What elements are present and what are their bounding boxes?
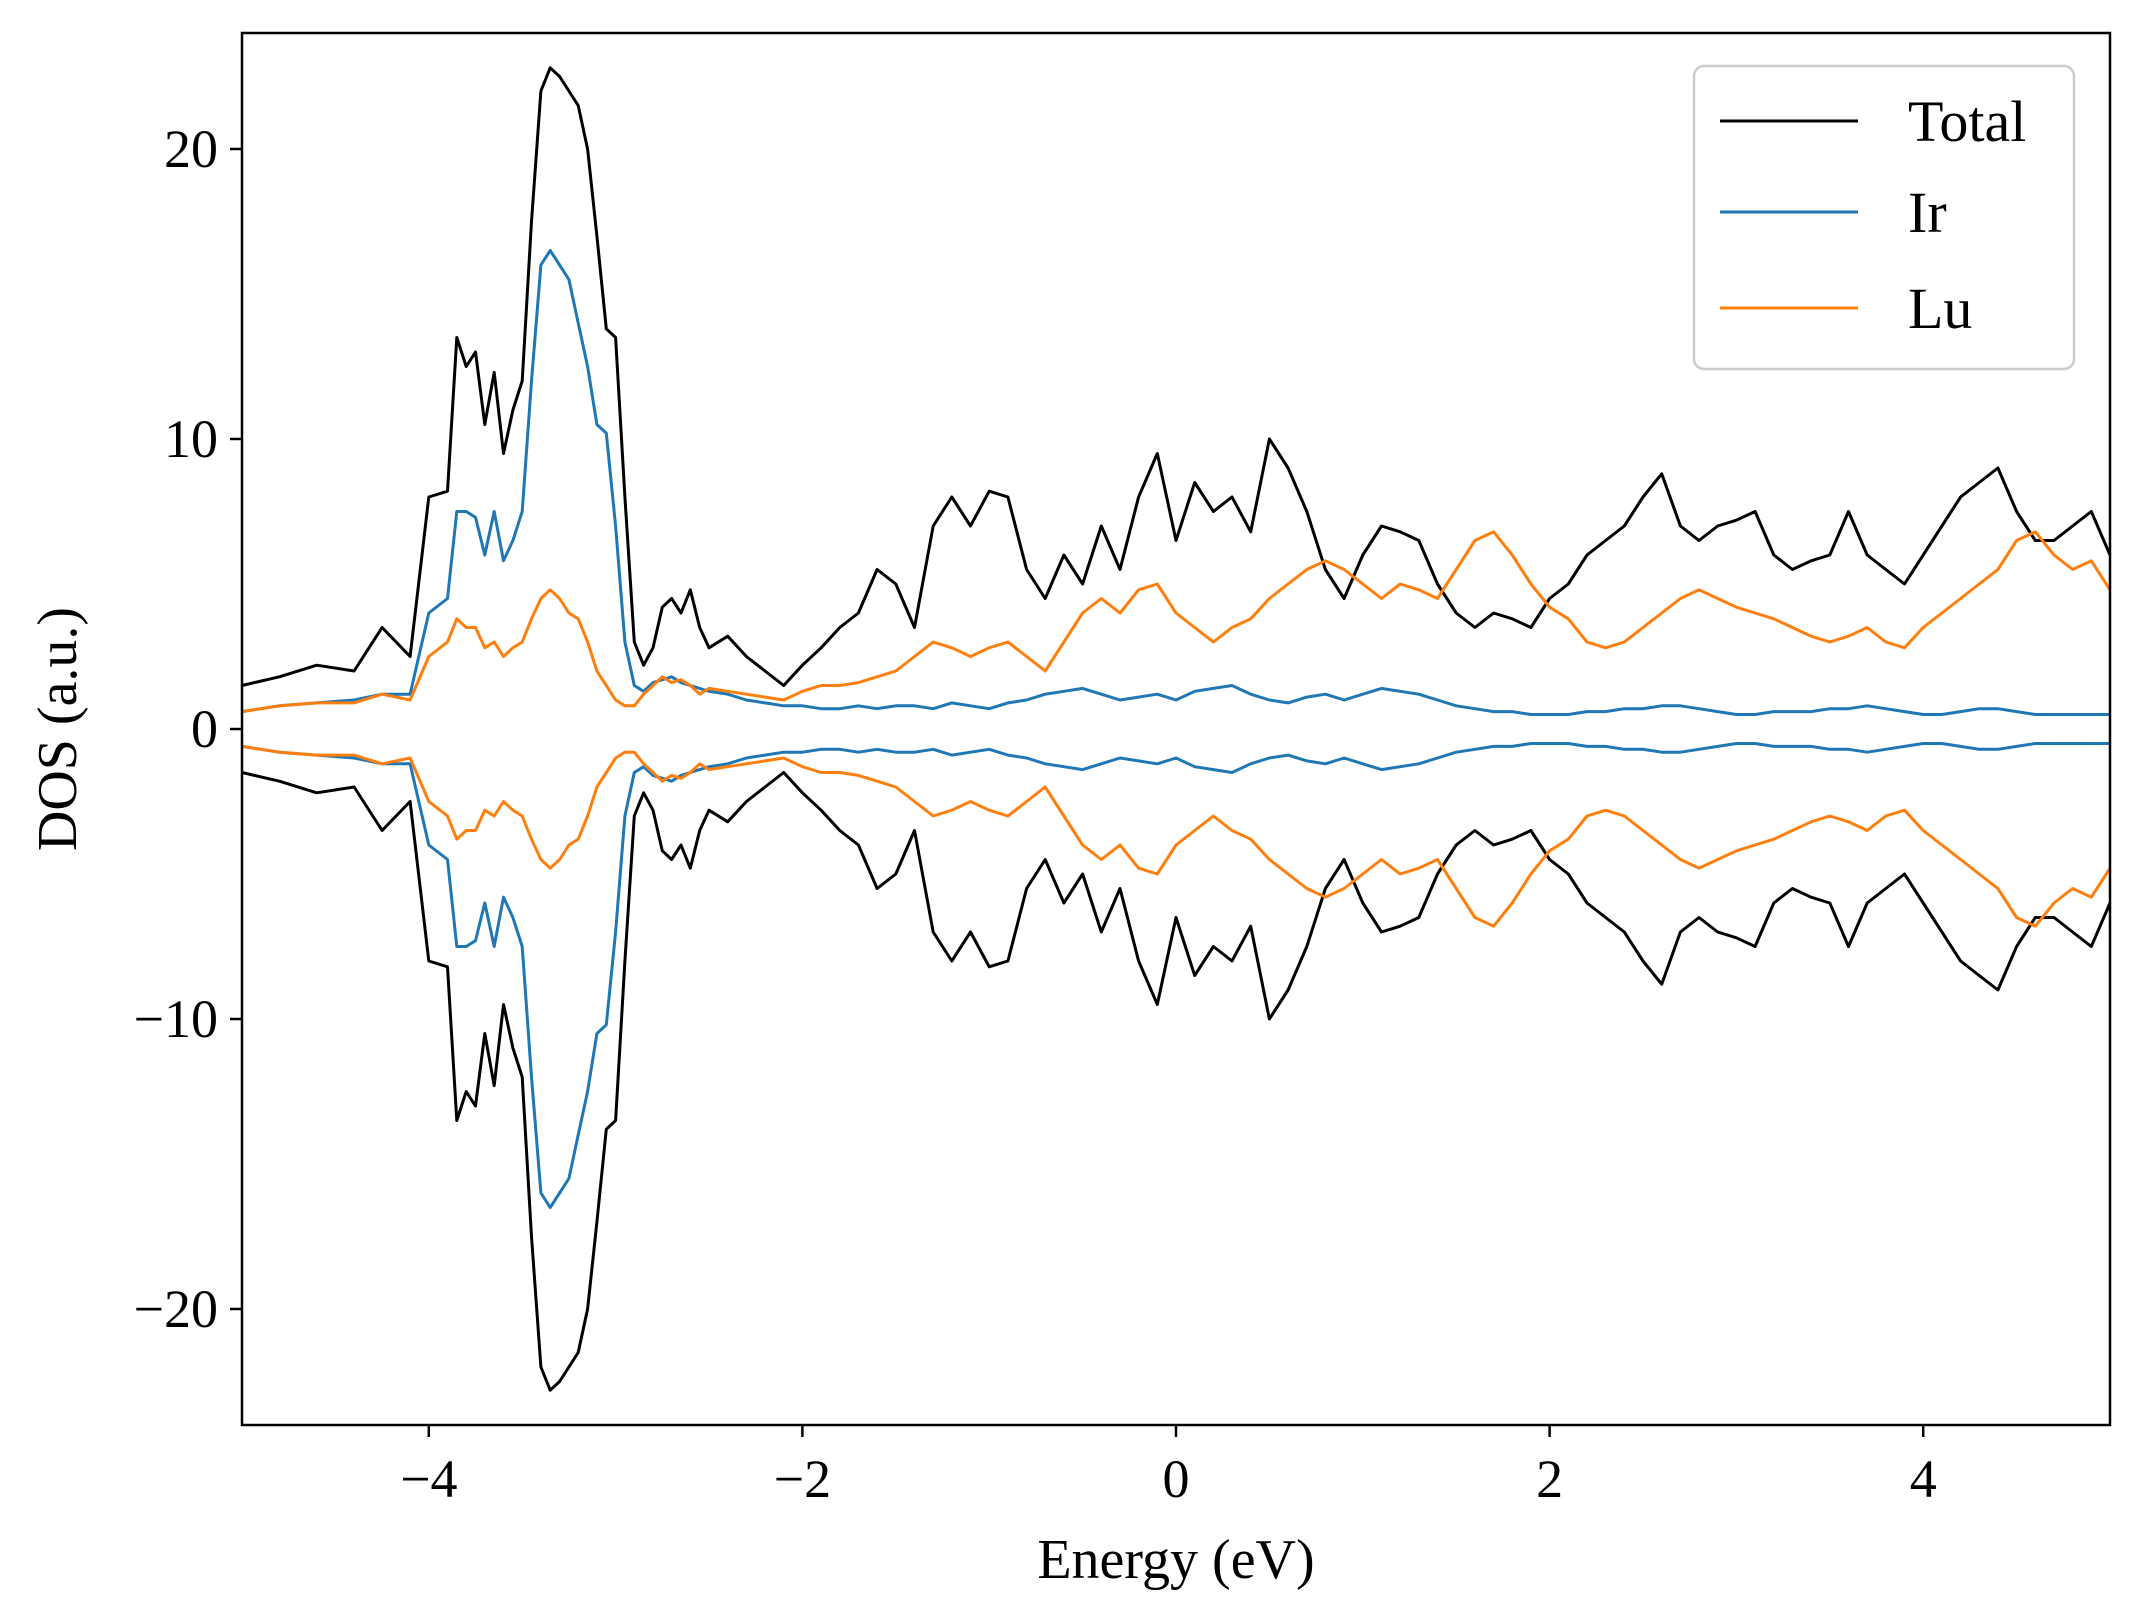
legend-box <box>1692 64 2076 371</box>
x-tick-label: 2 <box>1536 1449 1563 1509</box>
y-tick-label: 0 <box>191 699 218 759</box>
y-tick-label: 20 <box>164 119 218 179</box>
legend-label-ir: Ir <box>1908 180 1947 245</box>
series-layer <box>241 66 2112 1392</box>
x-tick-label: −4 <box>400 1449 457 1509</box>
x-tick-label: −2 <box>774 1449 831 1509</box>
series-line-ir-down <box>241 742 2110 1209</box>
legend-label-lu: Lu <box>1908 276 1972 341</box>
y-tick-label: 10 <box>164 409 218 469</box>
series-line-total-down <box>241 771 2112 1392</box>
series-line-ir-up <box>241 249 2110 716</box>
series-line-lu-up <box>241 530 2112 714</box>
x-tick-label: 0 <box>1163 1449 1190 1509</box>
x-tick-label: 4 <box>1910 1449 1937 1509</box>
plot-frame <box>240 31 2112 1427</box>
series-line-total-up <box>241 66 2112 687</box>
y-tick-label: −10 <box>134 989 218 1049</box>
y-axis-label: DOS (a.u.) <box>27 607 89 851</box>
series-line-lu-down <box>241 744 2112 928</box>
legend: Total Ir Lu <box>1692 64 2076 371</box>
y-tick-label: −20 <box>134 1279 218 1339</box>
x-axis-label: Energy (eV) <box>1037 1529 1314 1591</box>
legend-label-total: Total <box>1908 89 2026 154</box>
